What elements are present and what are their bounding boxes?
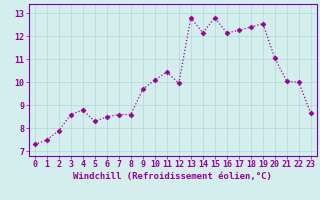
X-axis label: Windchill (Refroidissement éolien,°C): Windchill (Refroidissement éolien,°C) xyxy=(73,172,272,181)
